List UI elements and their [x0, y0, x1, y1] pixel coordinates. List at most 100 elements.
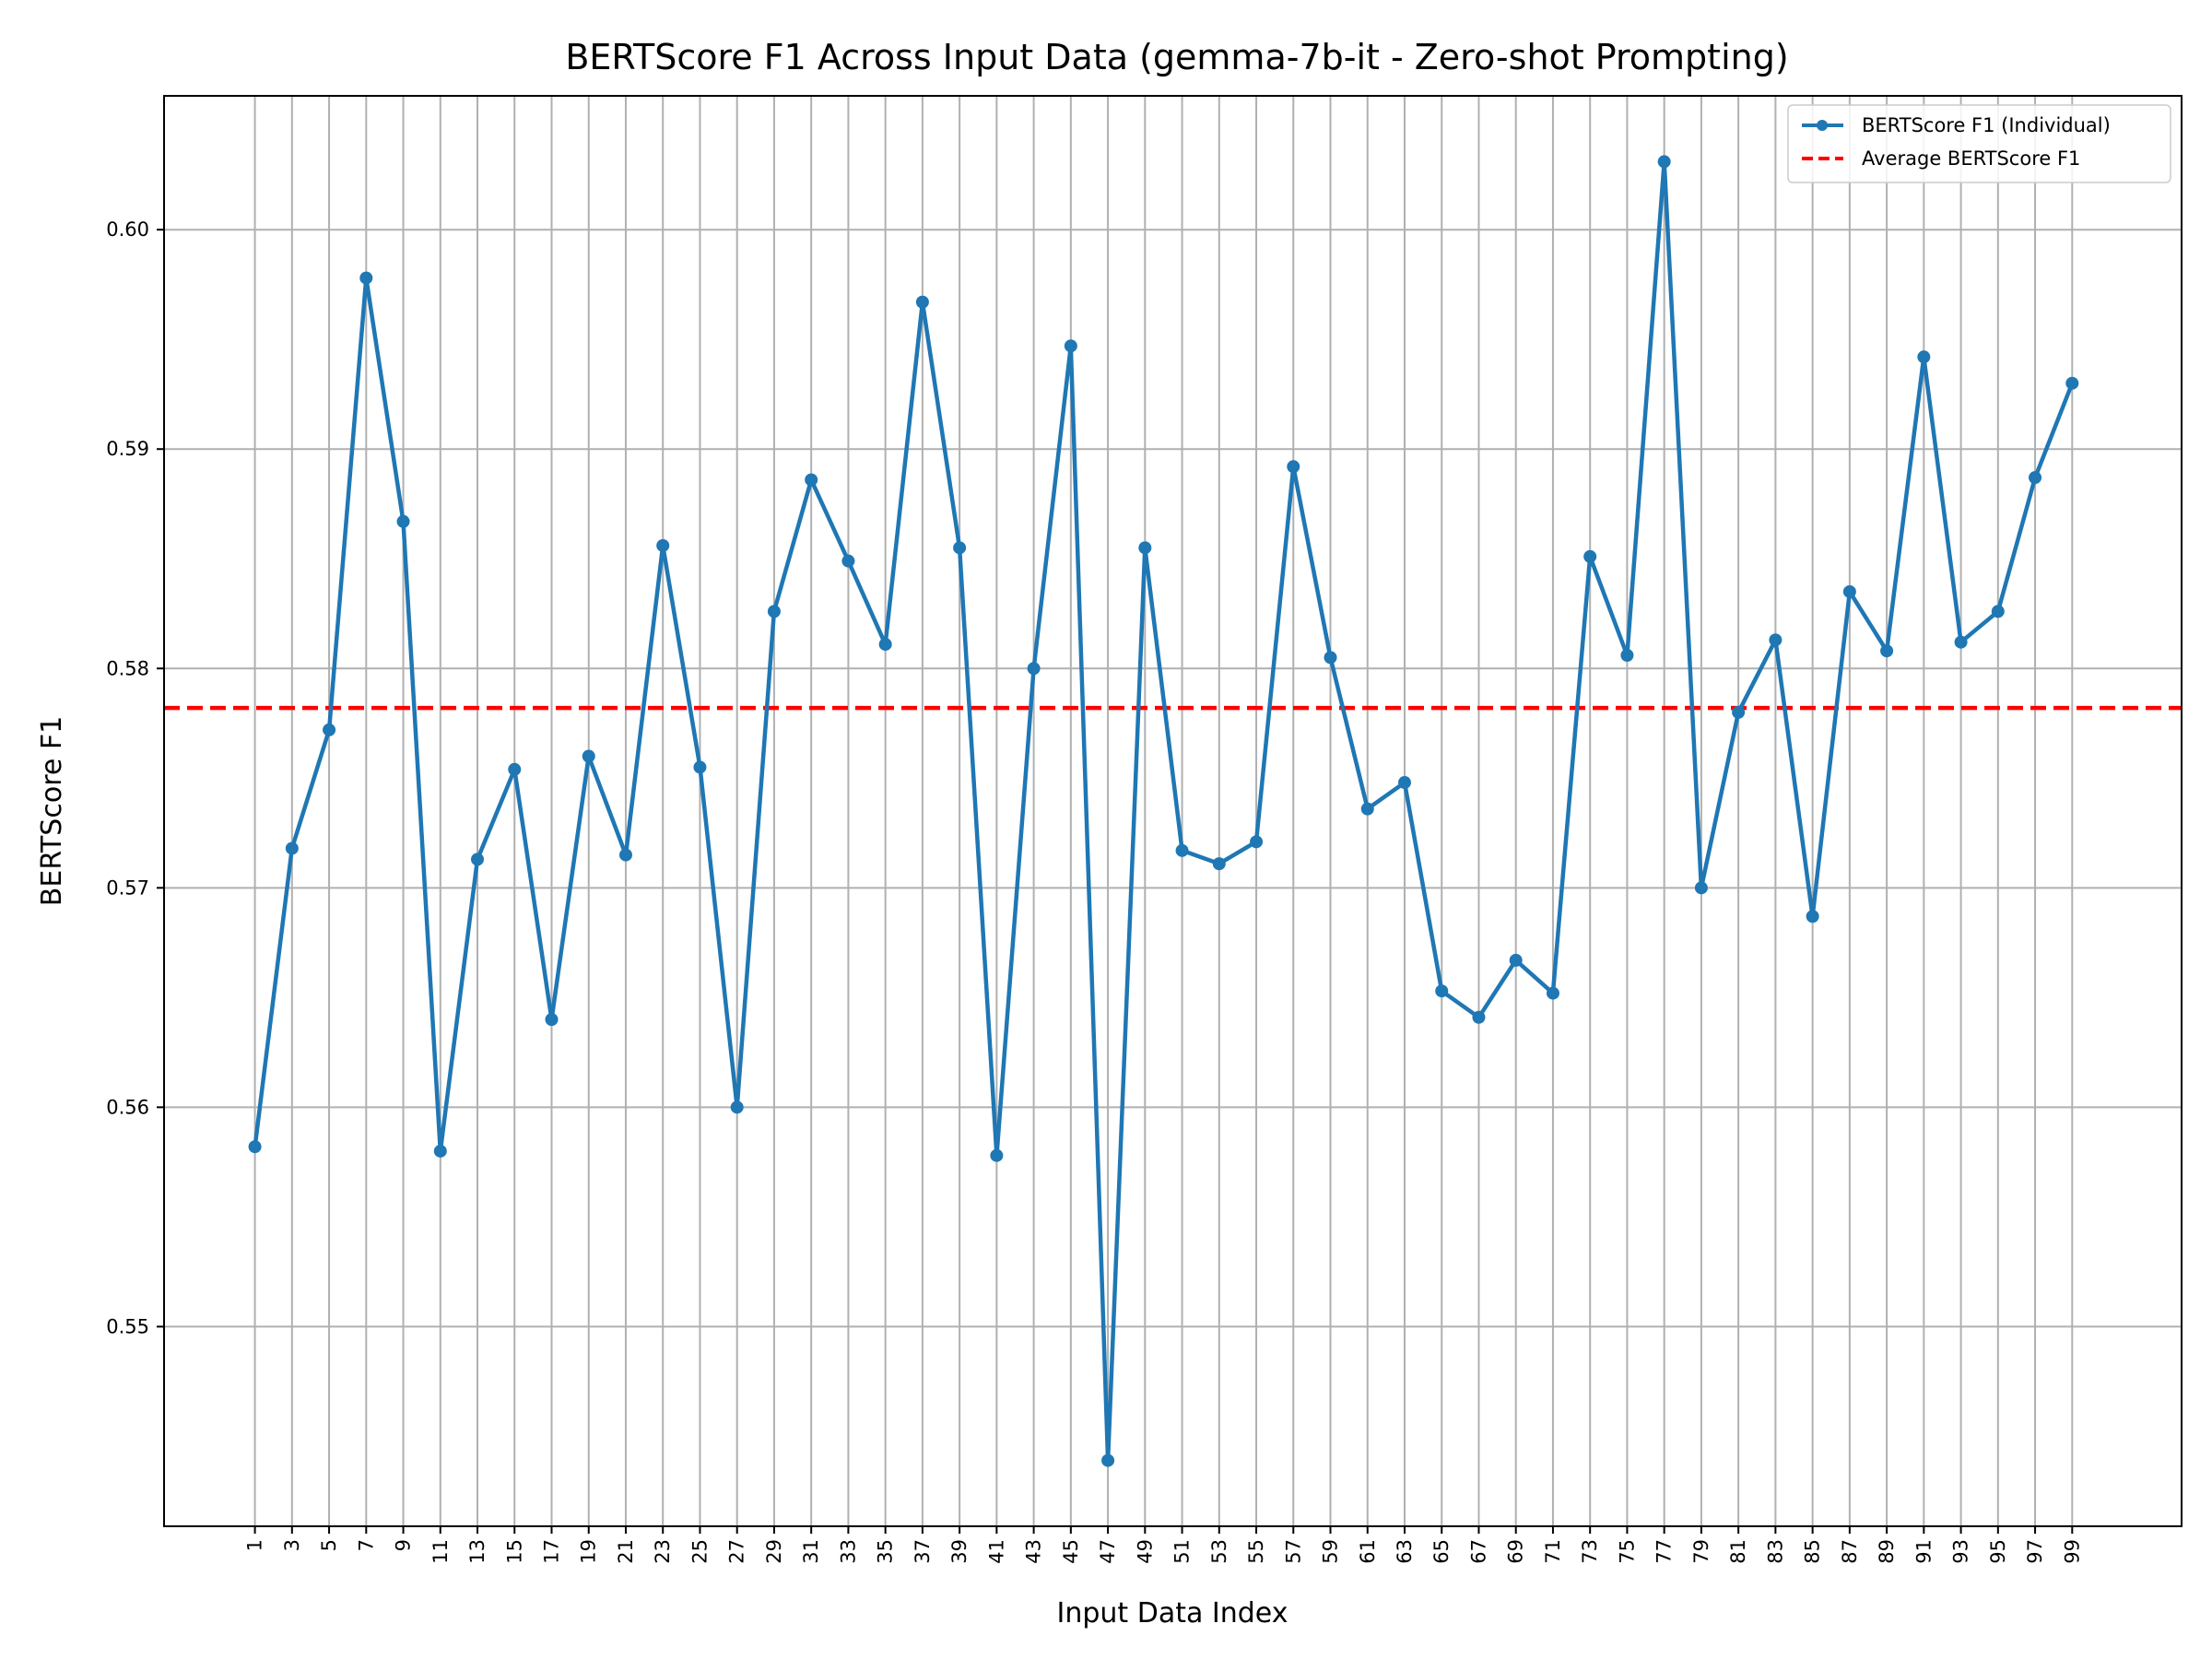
x-tick-label: 43: [1023, 1539, 1045, 1564]
data-point: [1250, 835, 1264, 849]
data-point: [953, 541, 967, 555]
x-tick-label: 51: [1171, 1539, 1194, 1564]
data-point: [1842, 584, 1856, 598]
data-point: [878, 638, 892, 652]
x-tick-label: 67: [1467, 1539, 1489, 1564]
x-tick-label: 29: [763, 1539, 785, 1564]
y-tick-label: 0.60: [106, 218, 149, 241]
data-point: [285, 841, 299, 855]
data-point: [323, 723, 336, 736]
legend-average-label: Average BERTScore F1: [1862, 147, 2080, 170]
x-tick-label: 19: [578, 1539, 600, 1564]
data-point: [915, 295, 929, 309]
data-point: [1917, 350, 1931, 364]
x-tick-label: 21: [615, 1539, 637, 1564]
x-tick-label: 95: [1987, 1539, 2009, 1564]
data-point: [1360, 802, 1374, 816]
x-tick-label: 65: [1430, 1539, 1453, 1564]
data-point: [1472, 1010, 1486, 1024]
y-tick-label: 0.59: [106, 438, 149, 460]
x-tick-label: 13: [466, 1539, 488, 1564]
x-tick-label: 63: [1394, 1539, 1416, 1564]
x-tick-label: 11: [429, 1539, 452, 1564]
x-tick-label: 69: [1505, 1539, 1527, 1564]
x-tick-label: 53: [1208, 1539, 1230, 1564]
x-tick-label: 47: [1097, 1539, 1119, 1564]
x-tick-label: 5: [318, 1539, 340, 1551]
x-tick-label: 31: [800, 1539, 822, 1564]
series-layer: [248, 155, 2079, 1467]
data-point: [1397, 776, 1411, 790]
x-tick-label: 3: [281, 1539, 303, 1551]
x-axis-ticks: 1 3 5 7 9 11 13 15 17 19 21 23 25 27 29 31 33 35 37 39 41 43 4…: [244, 1526, 2083, 1564]
data-point: [508, 762, 522, 776]
x-tick-label: 77: [1653, 1539, 1676, 1564]
x-tick-label: 55: [1245, 1539, 1267, 1564]
x-tick-label: 49: [1134, 1539, 1156, 1564]
data-point: [1880, 644, 1894, 658]
x-tick-label: 97: [2024, 1539, 2046, 1564]
x-tick-label: 7: [355, 1539, 377, 1551]
data-point: [1954, 635, 1968, 649]
data-point: [1027, 662, 1041, 676]
x-tick-label: 9: [393, 1539, 415, 1551]
x-tick-label: 35: [875, 1539, 897, 1564]
data-point: [1324, 651, 1337, 665]
x-tick-label: 71: [1542, 1539, 1564, 1564]
data-point: [1694, 881, 1708, 895]
data-point: [1435, 984, 1449, 998]
data-point: [1732, 705, 1746, 719]
y-axis-ticks: 0.55 0.56 0.57 0.58 0.59 0.60: [106, 218, 164, 1337]
data-point: [767, 605, 781, 618]
data-point: [2029, 471, 2042, 485]
data-point: [1138, 541, 1152, 555]
x-tick-label: 87: [1839, 1539, 1861, 1564]
data-point: [1287, 460, 1300, 474]
x-tick-label: 15: [503, 1539, 525, 1564]
x-tick-label: 79: [1690, 1539, 1712, 1564]
x-tick-label: 93: [1950, 1539, 1972, 1564]
x-tick-label: 59: [1320, 1539, 1342, 1564]
x-tick-label: 27: [726, 1539, 748, 1564]
x-tick-label: 17: [540, 1539, 562, 1564]
chart-title: BERTScore F1 Across Input Data (gemma-7b…: [565, 37, 1788, 77]
data-point: [1583, 549, 1597, 563]
data-point: [730, 1100, 744, 1114]
x-tick-label: 99: [2061, 1539, 2083, 1564]
data-point: [1064, 339, 1077, 353]
x-tick-label: 81: [1727, 1539, 1749, 1564]
data-point: [1620, 648, 1634, 662]
legend: BERTScore F1 (Individual) Average BERTSc…: [1787, 104, 2171, 183]
data-point: [1546, 986, 1559, 1000]
data-point: [433, 1144, 447, 1158]
data-point: [841, 554, 855, 568]
x-tick-label: 41: [985, 1539, 1007, 1564]
data-point: [2065, 376, 2079, 390]
data-point: [1212, 857, 1226, 871]
data-point: [545, 1013, 559, 1027]
y-tick-label: 0.55: [106, 1315, 149, 1337]
x-tick-label: 75: [1616, 1539, 1638, 1564]
x-tick-label: 45: [1060, 1539, 1082, 1564]
x-tick-label: 85: [1802, 1539, 1824, 1564]
x-tick-label: 83: [1764, 1539, 1786, 1564]
legend-series-label: BERTScore F1 (Individual): [1862, 114, 2111, 136]
data-point: [693, 760, 707, 774]
x-tick-label: 73: [1579, 1539, 1601, 1564]
plot-frame: [163, 95, 2183, 1527]
data-point: [990, 1148, 1004, 1162]
data-point: [471, 853, 485, 866]
data-point: [618, 848, 632, 862]
data-point: [396, 514, 410, 528]
x-axis-label: Input Data Index: [1057, 1597, 1288, 1630]
y-tick-label: 0.57: [106, 877, 149, 899]
data-point: [1991, 605, 2005, 618]
x-tick-label: 61: [1357, 1539, 1379, 1564]
data-point: [248, 1140, 262, 1154]
grid: [164, 96, 2182, 1526]
x-tick-label: 33: [837, 1539, 859, 1564]
x-tick-label: 1: [244, 1539, 266, 1551]
data-point: [805, 473, 818, 487]
y-tick-label: 0.56: [106, 1096, 149, 1118]
